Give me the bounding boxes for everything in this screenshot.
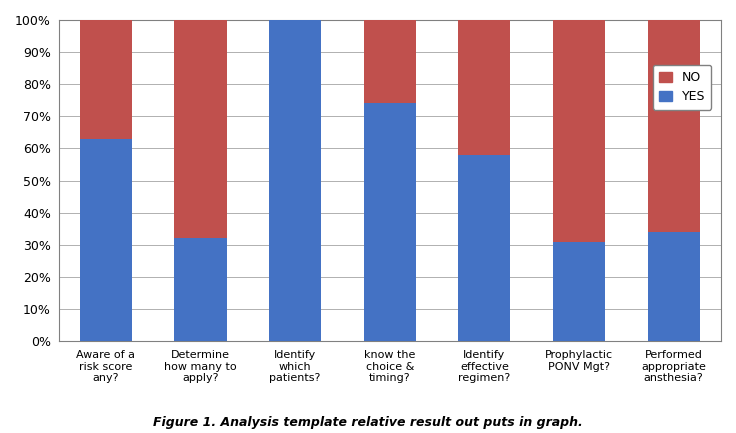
Bar xyxy=(553,242,605,341)
Bar xyxy=(174,20,227,239)
Bar xyxy=(459,20,511,155)
Bar xyxy=(648,20,700,232)
Text: Figure 1. Analysis template relative result out puts in graph.: Figure 1. Analysis template relative res… xyxy=(153,416,583,429)
Bar xyxy=(553,20,605,242)
Bar xyxy=(269,20,321,341)
Bar xyxy=(79,139,132,341)
Bar xyxy=(648,232,700,341)
Bar xyxy=(364,20,416,103)
Bar xyxy=(459,155,511,341)
Legend: NO, YES: NO, YES xyxy=(653,65,712,110)
Bar xyxy=(364,103,416,341)
Bar xyxy=(79,20,132,139)
Bar xyxy=(174,239,227,341)
